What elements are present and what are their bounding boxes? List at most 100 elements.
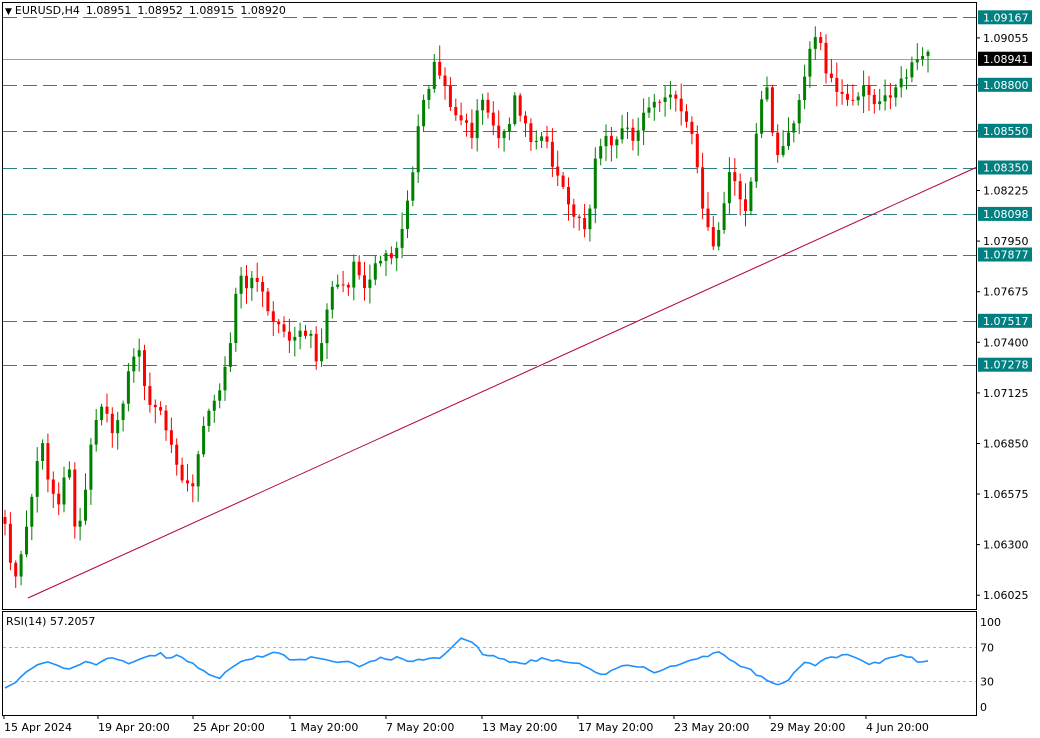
candle <box>475 99 479 152</box>
candle-body <box>545 136 549 142</box>
candle <box>631 119 635 151</box>
candle-body <box>116 420 120 434</box>
candle <box>341 270 345 293</box>
candle-body <box>647 107 651 113</box>
candle <box>787 117 790 150</box>
candle <box>899 66 903 98</box>
trendline[interactable] <box>27 167 977 599</box>
candle-body <box>481 99 485 111</box>
candle <box>599 138 603 166</box>
price-tick-label: 1.06850 <box>983 438 1029 451</box>
candle-body <box>169 430 173 445</box>
candle-body <box>84 489 87 521</box>
level-label-text: 1.07877 <box>983 249 1029 262</box>
candle <box>738 173 742 216</box>
candle-body <box>867 85 871 95</box>
dropdown-triangle-icon[interactable]: ▼ <box>5 7 12 17</box>
candle-body <box>685 111 688 122</box>
candle-body <box>540 136 544 141</box>
candle-body <box>126 371 130 404</box>
candle <box>770 84 774 137</box>
candle <box>915 43 919 71</box>
candle <box>153 399 157 424</box>
candle-body <box>550 141 554 167</box>
candle-body <box>454 107 458 116</box>
candle-body <box>765 87 769 100</box>
candle-body <box>448 85 452 107</box>
candle-body <box>46 443 50 480</box>
level-label-text: 1.07278 <box>983 359 1029 372</box>
candle-body <box>19 554 23 577</box>
rsi-level-label: 100 <box>980 616 1001 629</box>
candle-body <box>572 204 576 217</box>
level-label: 1.07278 <box>978 357 1032 372</box>
level-label-text: 1.07517 <box>983 315 1029 328</box>
price-tick-label: 1.07675 <box>983 286 1029 299</box>
candle-body <box>491 112 495 126</box>
level-label: 1.08350 <box>978 160 1032 175</box>
candle-body <box>679 98 683 112</box>
candle <box>615 136 619 159</box>
candle <box>443 67 447 100</box>
candle-body <box>899 78 903 88</box>
candle <box>695 125 699 174</box>
candle <box>679 83 683 126</box>
candle-body <box>894 87 898 98</box>
candle-body <box>910 62 914 78</box>
candle <box>465 113 468 137</box>
candle-body <box>41 443 45 461</box>
candle-body <box>808 48 812 77</box>
candle-body <box>797 100 801 124</box>
candle <box>304 325 307 339</box>
candle-body <box>792 123 796 133</box>
candle <box>143 344 146 401</box>
candle-body <box>690 121 694 134</box>
candle-body <box>754 133 758 182</box>
candle <box>540 131 544 148</box>
candle <box>642 98 646 145</box>
candle <box>271 301 275 336</box>
candle-body <box>73 469 77 527</box>
symbol-header[interactable]: ▼ EURUSD,H4 1.08951 1.08952 1.08915 1.08920 <box>5 4 292 17</box>
candle-body <box>727 172 731 204</box>
candle <box>862 70 866 113</box>
candle <box>840 79 844 105</box>
candle-body <box>856 96 860 101</box>
candle-body <box>78 520 82 527</box>
candle <box>196 450 200 502</box>
candle-body <box>862 85 866 97</box>
candle-body <box>717 230 721 247</box>
time-tick-label: 1 May 20:00 <box>290 721 358 734</box>
candle <box>3 509 7 536</box>
candle-body <box>175 444 179 465</box>
candle-body <box>609 135 613 146</box>
candle <box>62 466 66 513</box>
candle-body <box>915 59 919 63</box>
time-tick-label: 7 May 20:00 <box>386 721 454 734</box>
candle <box>19 550 23 586</box>
candle <box>760 91 764 139</box>
candle-body <box>245 275 248 289</box>
candle <box>389 246 393 265</box>
candle-body <box>888 95 892 98</box>
rsi-level-label: 30 <box>980 676 994 689</box>
candle <box>282 316 286 338</box>
candle-body <box>389 253 393 259</box>
candle <box>126 363 130 412</box>
candle-body <box>518 95 522 116</box>
candle <box>245 265 248 304</box>
candle-body <box>631 127 635 141</box>
candle <box>572 198 576 229</box>
price-tick-label: 1.07950 <box>983 235 1029 248</box>
candle-body <box>400 228 404 248</box>
candle <box>346 282 350 296</box>
candle-body <box>787 132 790 147</box>
candle <box>883 79 887 111</box>
candle-body <box>373 263 377 280</box>
candle <box>481 93 485 125</box>
current-price-text: 1.08941 <box>983 53 1029 66</box>
candle-body <box>368 279 372 288</box>
candle-body <box>51 479 55 494</box>
candle <box>583 204 587 238</box>
